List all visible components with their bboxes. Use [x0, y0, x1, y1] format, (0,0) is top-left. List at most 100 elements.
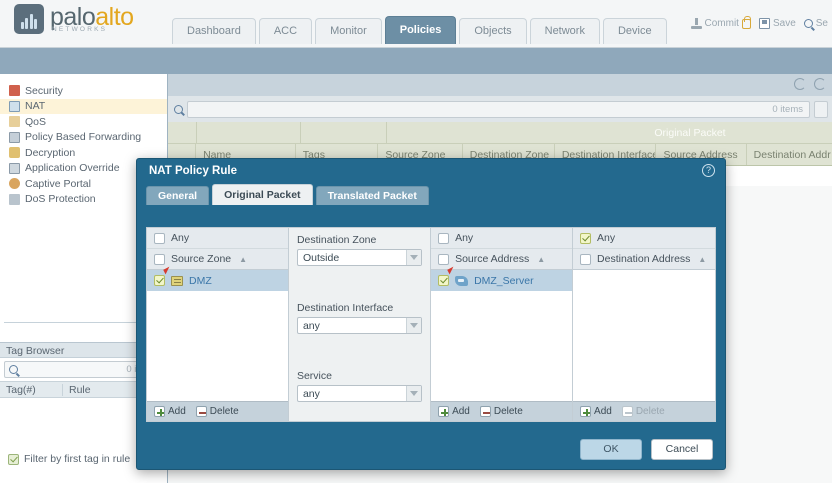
sidebar-item-application-override[interactable]: Application Override [0, 161, 167, 177]
sort-ascending-icon[interactable]: ▲ [537, 254, 546, 264]
source-zone-panel: Any Source Zone ▲ DMZ Add [147, 228, 289, 421]
destination-zone-label: Destination Zone [296, 234, 377, 246]
delete-label: Delete [209, 406, 239, 417]
filter-by-first-tag-checkbox[interactable] [8, 453, 19, 465]
destination-address-footer: Add Delete [573, 401, 715, 421]
delete-label: Delete [493, 406, 523, 417]
destination-interface-label: Destination Interface [296, 302, 394, 314]
source-address-select-all-checkbox[interactable] [438, 253, 450, 265]
brand-wordmark: paloalto NETWORKS [50, 4, 134, 34]
tab-objects[interactable]: Objects [459, 18, 527, 44]
dos-protection-icon [9, 193, 20, 205]
source-zone-select-all-checkbox[interactable] [154, 253, 165, 265]
source-address-any-checkbox[interactable] [438, 232, 450, 244]
tab-original-packet[interactable]: Original Packet [212, 184, 313, 205]
policy-search-row: 0 items [168, 96, 832, 122]
tag-browser-column-tag[interactable]: Tag(#) [6, 383, 36, 396]
sidebar-item-policy-based-forwarding[interactable]: Policy Based Forwarding [0, 130, 167, 146]
sidebar-item-nat[interactable]: NAT [0, 98, 167, 114]
source-zone-delete-button[interactable]: Delete [195, 406, 239, 417]
tag-browser-title: Tag Browser [0, 342, 167, 358]
table-group-header-row: Original Packet [168, 122, 832, 144]
service-value: any [302, 387, 320, 400]
tag-browser-column-rule[interactable]: Rule [62, 383, 167, 396]
source-address-item-dmz-server[interactable]: DMZ_Server [431, 266, 573, 291]
filter-by-first-tag-label: Filter by first tag in rule [24, 453, 131, 465]
top-bar: paloalto NETWORKS Dashboard ACC Monitor … [0, 0, 832, 48]
dialog-body: Any Source Zone ▲ DMZ Add [146, 227, 716, 422]
minus-icon [479, 406, 491, 417]
destination-interface-value: any [302, 319, 320, 332]
source-zone-header-row[interactable]: Source Zone ▲ [147, 249, 288, 270]
chevron-down-icon[interactable] [406, 386, 422, 401]
service-select[interactable]: any [296, 385, 423, 402]
sidebar-item-security[interactable]: Security [0, 83, 167, 99]
source-zone-any-checkbox[interactable] [154, 232, 165, 244]
tab-translated-packet[interactable]: Translated Packet [315, 186, 429, 205]
source-zone-any-row[interactable]: Any [147, 228, 288, 249]
source-zone-header-label: Source Zone [171, 253, 232, 265]
source-address-header-row[interactable]: Source Address ▲ [431, 249, 573, 270]
zone-icon [171, 275, 183, 286]
search-icon [9, 365, 18, 374]
add-label: Add [594, 406, 612, 417]
destination-interface-select[interactable]: any [296, 317, 423, 334]
source-address-delete-button[interactable]: Delete [479, 406, 523, 417]
lock-icon[interactable] [741, 15, 752, 29]
ok-button[interactable]: OK [580, 439, 642, 460]
save-button[interactable]: Save [758, 18, 796, 29]
plus-icon [154, 406, 165, 417]
commit-label: Commit [704, 18, 739, 29]
destination-address-any-row[interactable]: Any [573, 228, 715, 249]
tab-acc[interactable]: ACC [258, 18, 313, 44]
dialog-title: NAT Policy Rule [149, 165, 237, 177]
service-label: Service [296, 370, 332, 382]
policy-search-input[interactable]: 0 items [187, 100, 810, 118]
chevron-down-icon[interactable] [406, 250, 422, 265]
minus-icon [195, 406, 207, 417]
main-nav-tabs: Dashboard ACC Monitor Policies Objects N… [172, 16, 670, 44]
save-icon [758, 18, 770, 29]
tab-network[interactable]: Network [529, 18, 600, 44]
sort-ascending-icon[interactable]: ▲ [239, 254, 248, 264]
tab-device[interactable]: Device [602, 18, 667, 44]
refresh-icon[interactable] [794, 78, 806, 90]
destination-address-add-button[interactable]: Add [580, 406, 612, 417]
sort-ascending-icon[interactable]: ▲ [698, 254, 707, 264]
sidebar-item-label: NAT [25, 100, 46, 113]
destination-address-select-all-checkbox[interactable] [580, 253, 592, 265]
tab-policies[interactable]: Policies [384, 16, 457, 44]
source-zone-add-button[interactable]: Add [154, 406, 186, 417]
destination-address-any-checkbox[interactable] [580, 232, 592, 244]
column-destination-address[interactable]: Destination Addr [745, 144, 832, 165]
destination-zone-select[interactable]: Outside [296, 249, 423, 266]
minus-icon [621, 406, 633, 417]
source-zone-item-dmz[interactable]: DMZ [147, 266, 288, 291]
commit-button[interactable]: Commit [690, 15, 752, 29]
destination-address-header-label: Destination Address [597, 253, 691, 265]
source-zone-footer: Add Delete [147, 401, 288, 421]
help-icon[interactable]: ? [702, 164, 715, 177]
sidebar-item-qos[interactable]: QoS [0, 114, 167, 130]
sidebar-item-captive-portal[interactable]: Captive Portal [0, 176, 167, 192]
sidebar-item-label: DoS Protection [25, 193, 96, 206]
search-button[interactable]: Se [803, 18, 828, 29]
source-address-footer: Add Delete [431, 401, 573, 421]
filter-by-first-tag-row[interactable]: Filter by first tag in rule [8, 453, 130, 465]
source-address-add-button[interactable]: Add [438, 406, 470, 417]
search-apply-button[interactable] [814, 100, 828, 118]
reload-icon[interactable] [814, 78, 826, 90]
source-address-any-row[interactable]: Any [431, 228, 573, 249]
source-zone-item-checkbox[interactable] [154, 275, 165, 286]
source-address-any-label: Any [455, 232, 474, 244]
destination-address-header-row[interactable]: Destination Address ▲ [573, 249, 715, 270]
tab-monitor[interactable]: Monitor [315, 18, 382, 44]
tab-general[interactable]: General [146, 186, 210, 205]
source-address-item-checkbox[interactable] [438, 275, 450, 286]
sidebar-item-decryption[interactable]: Decryption [0, 145, 167, 161]
chevron-down-icon[interactable] [406, 318, 422, 333]
destination-zone-value: Outside [302, 251, 340, 264]
tab-dashboard[interactable]: Dashboard [172, 18, 256, 44]
cancel-button[interactable]: Cancel [651, 439, 713, 460]
sidebar-item-dos-protection[interactable]: DoS Protection [0, 192, 167, 208]
